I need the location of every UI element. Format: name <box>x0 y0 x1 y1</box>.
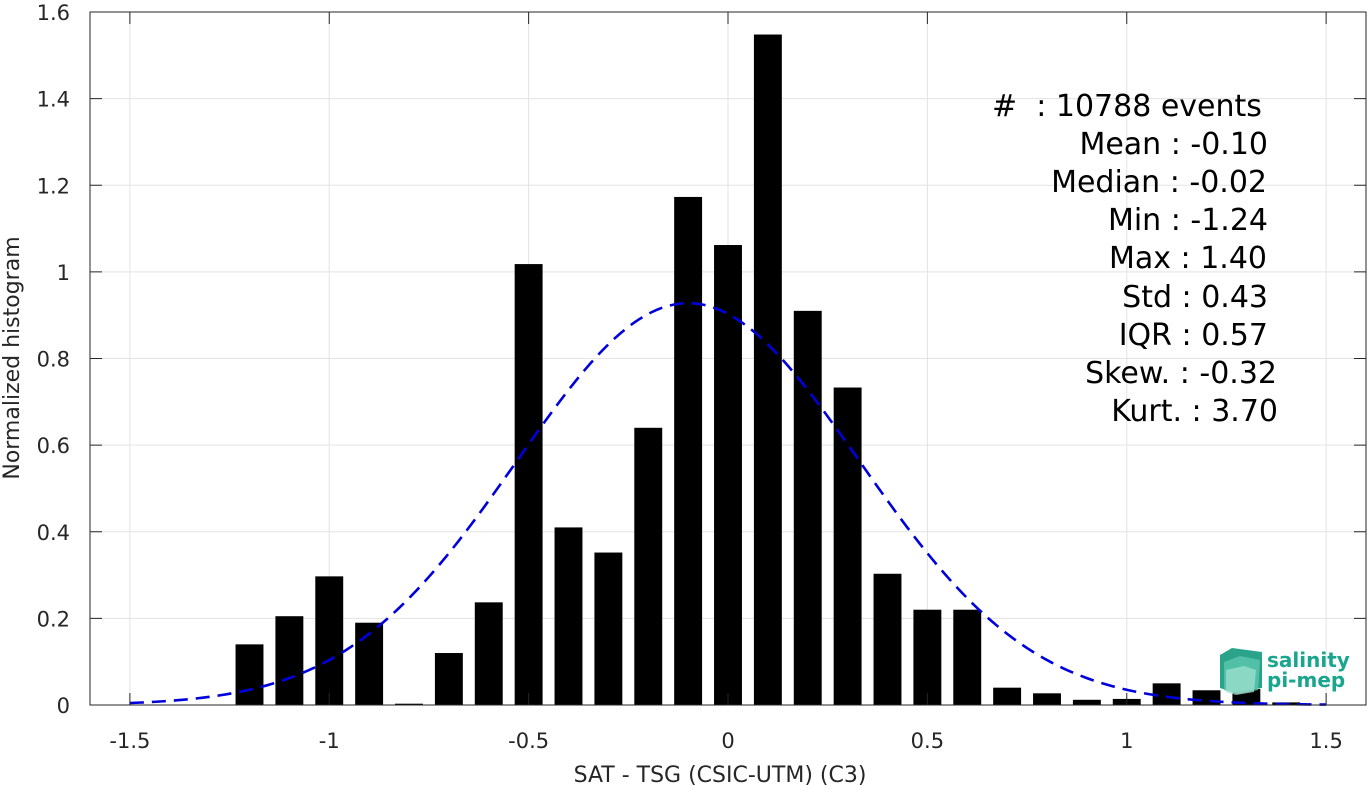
stat-mean: Mean : -0.10 <box>1079 127 1268 162</box>
y-tick-label: 0 <box>57 694 70 718</box>
histogram-bar <box>674 196 703 705</box>
histogram-bar <box>993 687 1022 705</box>
y-tick-label: 1 <box>57 261 70 285</box>
x-tick-label: 0.5 <box>911 729 944 753</box>
x-tick-label: -1 <box>319 729 340 753</box>
histogram-bar <box>634 427 663 705</box>
stat-kurt: Kurt. : 3.70 <box>1111 394 1278 429</box>
x-tick-label: 1 <box>1120 729 1133 753</box>
histogram-bar <box>594 552 623 705</box>
y-tick-label: 0.8 <box>37 348 70 372</box>
salinity-pimep-logo: salinity pi-mep <box>1220 648 1350 695</box>
x-tick-label: 0 <box>721 729 734 753</box>
histogram-bar <box>1152 683 1181 705</box>
histogram-bar <box>554 527 583 705</box>
y-tick-label: 0.2 <box>37 607 70 631</box>
y-tick-label: 1.4 <box>37 88 70 112</box>
histogram-bar <box>753 34 782 705</box>
y-tick-label: 1.6 <box>37 1 70 25</box>
stat-count: # : 10788 events <box>992 89 1262 124</box>
stat-iqr: IQR : 0.57 <box>1118 318 1268 353</box>
histogram-bar <box>235 644 264 705</box>
logo-text-line1: salinity <box>1267 648 1350 672</box>
histogram-bar <box>514 264 543 705</box>
axes <box>89 11 1367 706</box>
histogram-bar <box>913 609 942 705</box>
x-axis-label: SAT - TSG (CSIC-UTM) (C3) <box>574 763 867 785</box>
stat-skew: Skew. : -0.32 <box>1085 356 1277 391</box>
logo-icon <box>1220 648 1262 695</box>
histogram-bar <box>1033 693 1061 705</box>
histogram-bar <box>1072 699 1101 705</box>
y-tick-label: 1.2 <box>37 174 70 198</box>
stat-std: Std : 0.43 <box>1122 280 1268 315</box>
logo-text-line2: pi-mep <box>1267 668 1345 692</box>
stat-max: Max : 1.40 <box>1109 241 1267 276</box>
histogram-bars <box>235 34 1301 706</box>
histogram-bar <box>275 616 304 705</box>
x-tick-labels: -1.5 -1 -0.5 0 0.5 1 1.5 <box>109 729 1342 753</box>
histogram-bar <box>714 245 742 706</box>
y-axis-label: Normalized histogram <box>0 236 25 479</box>
histogram-bar <box>833 387 862 705</box>
stat-median: Median : -0.02 <box>1051 165 1267 200</box>
histogram-bar <box>434 653 463 705</box>
y-tick-labels: 0 0.2 0.4 0.6 0.8 1 1.2 1.4 1.6 <box>37 1 70 718</box>
y-tick-label: 0.6 <box>37 434 70 458</box>
normal-fit-curve <box>129 301 1327 706</box>
y-tick-label: 0.4 <box>37 521 70 545</box>
x-tick-label: -1.5 <box>109 729 150 753</box>
histogram-bar <box>355 622 384 705</box>
histogram-bar <box>474 602 503 705</box>
histogram-bar <box>953 609 982 705</box>
x-tick-label: -0.5 <box>508 729 549 753</box>
x-tick-label: 1.5 <box>1309 729 1342 753</box>
stat-min: Min : -1.24 <box>1107 203 1268 238</box>
histogram-bar <box>315 576 344 705</box>
histogram-bar <box>793 310 822 705</box>
histogram-bar <box>395 703 423 705</box>
histogram-bar <box>873 573 902 705</box>
